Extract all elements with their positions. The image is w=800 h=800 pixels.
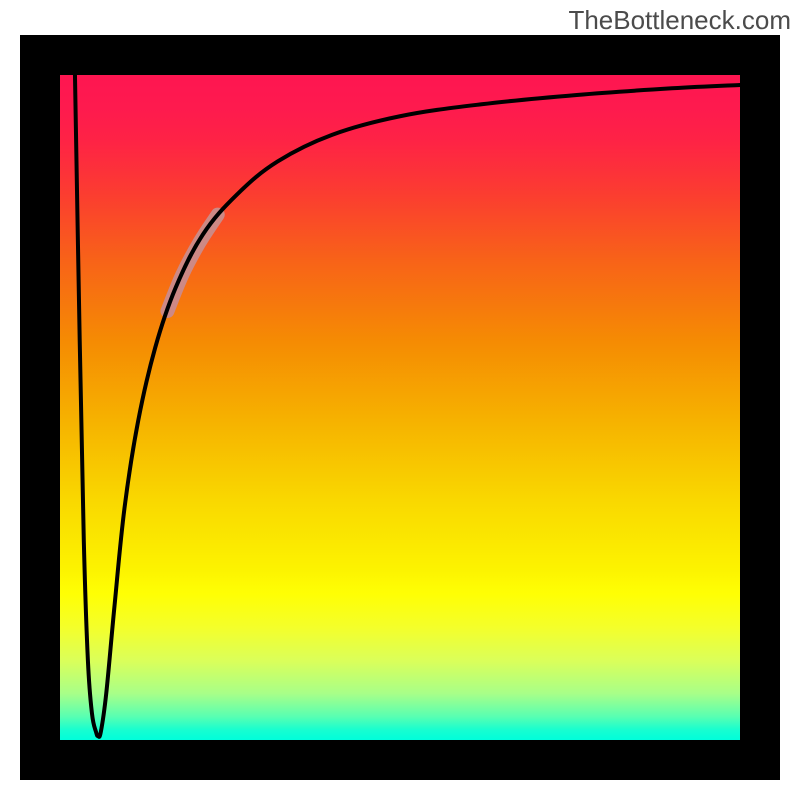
bottleneck-chart xyxy=(0,0,800,800)
watermark-text: TheBottleneck.com xyxy=(568,5,791,36)
gradient-background xyxy=(60,75,740,740)
chart-container: TheBottleneck.com xyxy=(0,0,800,800)
